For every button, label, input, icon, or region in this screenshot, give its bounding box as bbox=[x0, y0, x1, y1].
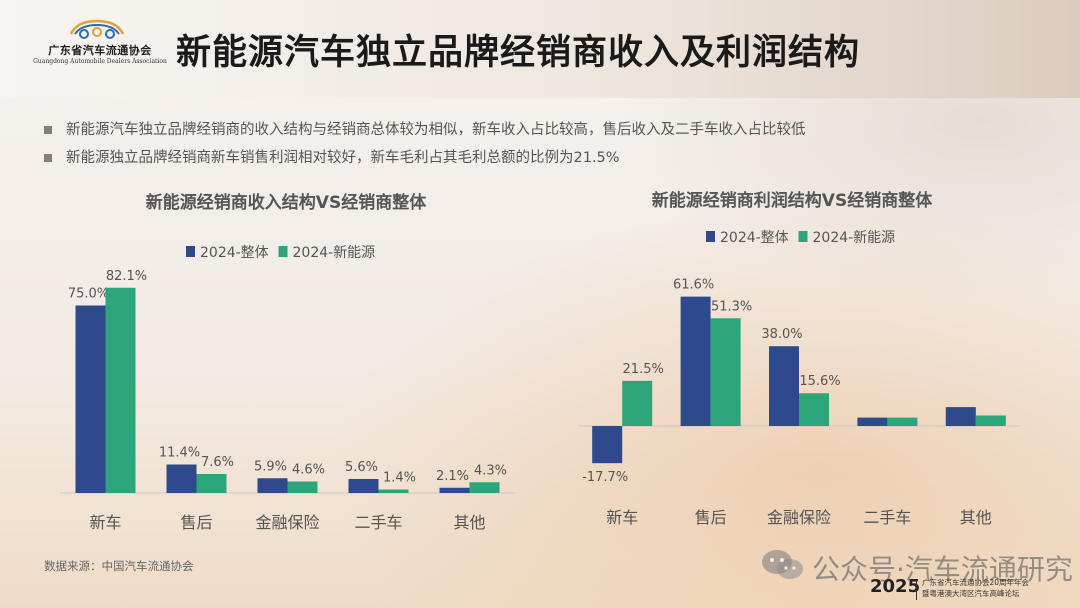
category-label: 二手车 bbox=[354, 513, 402, 532]
bar bbox=[622, 380, 653, 426]
data-label: 61.6% bbox=[673, 278, 714, 293]
category-label: 售后 bbox=[180, 513, 212, 532]
data-label: 11.4% bbox=[159, 446, 200, 461]
logo-name-cn: 广东省汽车流通协会 bbox=[48, 44, 152, 57]
category-label: 其他 bbox=[960, 508, 992, 527]
bar bbox=[975, 415, 1006, 426]
bullet-item: 新能源汽车独立品牌经销商的收入结构与经销商总体较为相似，新车收入占比较高，售后收… bbox=[44, 116, 806, 144]
bar bbox=[680, 296, 711, 426]
category-label: 金融保险 bbox=[767, 508, 831, 527]
legend-label: 2024-新能源 bbox=[813, 230, 896, 246]
header-band: 广东省汽车流通协会 Guangdong Automobile Dealers A… bbox=[0, 0, 1080, 98]
wechat-icon bbox=[762, 550, 803, 579]
bullet-list: 新能源汽车独立品牌经销商的收入结构与经销商总体较为相似，新车收入占比较高，售后收… bbox=[44, 116, 806, 172]
bullet-item: 新能源独立品牌经销商新车销售利润相对较好，新车毛利占其毛利总额的比例为21.5% bbox=[44, 144, 806, 172]
footer-note: 广东省汽车流通协会20周年年会 暨粤港澳大湾区汽车高峰论坛 bbox=[922, 577, 1029, 599]
bar bbox=[799, 393, 829, 426]
data-label: 5.6% bbox=[345, 460, 378, 475]
category-label: 其他 bbox=[453, 513, 485, 532]
data-label: 5.9% bbox=[254, 459, 287, 474]
footer-brand: 公众号·汽车流通研究 2025 广东省汽车流通协会20周年年会 暨粤港澳大湾区汽… bbox=[760, 540, 1080, 608]
data-label: 4.6% bbox=[292, 463, 325, 478]
data-label: 7.6% bbox=[201, 455, 234, 470]
bar bbox=[166, 464, 197, 493]
category-label: 金融保险 bbox=[255, 513, 319, 532]
page-title: 新能源汽车独立品牌经销商收入及利润结构 bbox=[176, 33, 861, 73]
bar bbox=[887, 417, 918, 426]
data-label: 51.3% bbox=[711, 299, 752, 314]
bullet-text: 新能源汽车独立品牌经销商的收入结构与经销商总体较为相似，新车收入占比较高，售后收… bbox=[66, 122, 806, 138]
data-label: 4.3% bbox=[474, 463, 507, 478]
data-label: 38.0% bbox=[761, 327, 802, 342]
logo-car-icon bbox=[69, 19, 125, 39]
bar bbox=[769, 346, 799, 426]
legend-label: 2024-新能源 bbox=[293, 245, 376, 261]
legend-label: 2024-整体 bbox=[200, 245, 269, 261]
bar bbox=[710, 318, 741, 426]
association-logo: 广东省汽车流通协会 Guangdong Automobile Dealers A… bbox=[32, 18, 168, 70]
legend-swatch bbox=[278, 246, 288, 257]
data-label: 75.0% bbox=[68, 287, 109, 302]
legend-label: 2024-整体 bbox=[720, 230, 789, 246]
bar bbox=[378, 489, 409, 493]
data-source: 数据来源：中国汽车流通协会 bbox=[44, 559, 194, 573]
footer-divider bbox=[916, 580, 917, 600]
bar bbox=[257, 478, 288, 493]
legend-swatch bbox=[706, 231, 715, 242]
category-label: 售后 bbox=[695, 508, 727, 527]
data-label: 15.6% bbox=[799, 374, 840, 389]
watermark-text: 公众号·汽车流通研究 bbox=[812, 553, 1073, 586]
bullet-text: 新能源独立品牌经销商新车销售利润相对较好，新车毛利占其毛利总额的比例为21.5% bbox=[66, 150, 620, 166]
bar bbox=[439, 487, 470, 493]
bullet-square-icon bbox=[44, 126, 52, 134]
category-label: 新车 bbox=[89, 513, 121, 532]
logo-name-en: Guangdong Automobile Dealers Association bbox=[33, 58, 167, 65]
bar bbox=[196, 474, 227, 493]
chart-title: 新能源经销商收入结构VS经销商整体 bbox=[146, 192, 427, 213]
legend-swatch bbox=[798, 231, 808, 242]
bar bbox=[105, 287, 136, 493]
chart-title: 新能源经销商利润结构VS经销商整体 bbox=[652, 190, 933, 211]
category-label: 新车 bbox=[606, 508, 638, 527]
data-label: 2.1% bbox=[436, 469, 469, 484]
legend-swatch bbox=[186, 246, 195, 257]
bar bbox=[287, 481, 318, 493]
bar bbox=[857, 417, 888, 426]
bar bbox=[75, 305, 106, 493]
footer-note-line: 广东省汽车流通协会20周年年会 bbox=[922, 578, 1030, 587]
category-label: 二手车 bbox=[863, 508, 911, 527]
bar bbox=[945, 407, 976, 426]
footer-year: 2025 bbox=[870, 576, 921, 597]
bar bbox=[348, 479, 379, 493]
data-label: 1.4% bbox=[383, 471, 416, 486]
bullet-square-icon bbox=[44, 154, 52, 162]
bar bbox=[469, 482, 500, 493]
bar bbox=[592, 426, 623, 464]
data-label: 21.5% bbox=[623, 362, 664, 377]
data-label: -17.7% bbox=[582, 470, 628, 485]
data-label: 82.1% bbox=[106, 269, 147, 284]
footer-note-line: 暨粤港澳大湾区汽车高峰论坛 bbox=[922, 589, 1020, 598]
